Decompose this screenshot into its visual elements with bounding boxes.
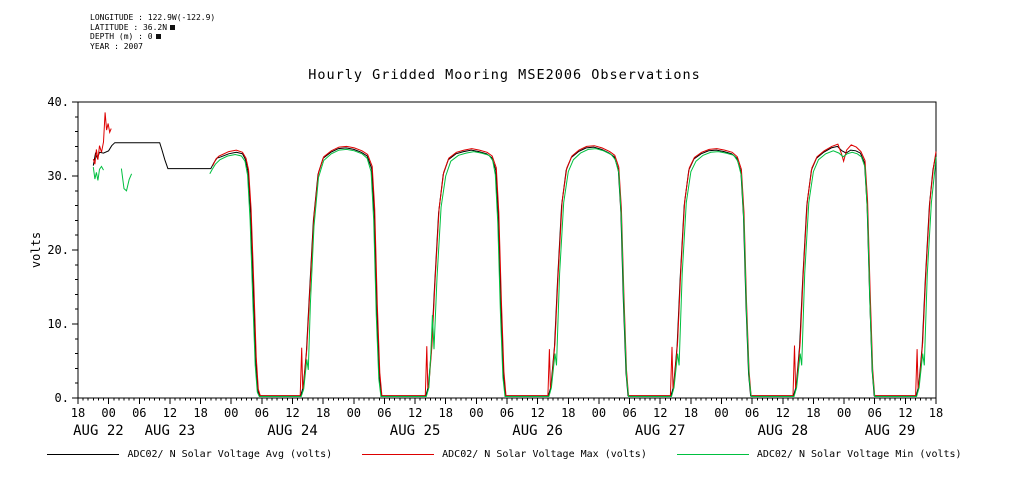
x-tick-label: 18 — [806, 406, 820, 420]
x-tick-label: 12 — [408, 406, 422, 420]
x-tick-label: 00 — [592, 406, 606, 420]
x-tick-label: 06 — [132, 406, 146, 420]
meta-marker-icon — [170, 24, 176, 30]
avg-line-swatch-icon — [47, 454, 120, 455]
y-tick-label: 10. — [47, 317, 69, 331]
x-tick-label: 18 — [316, 406, 330, 420]
y-tick-label: 30. — [47, 169, 69, 183]
x-tick-label: 00 — [837, 406, 851, 420]
min-line-swatch-icon — [676, 454, 749, 455]
x-tick-label: 12 — [163, 406, 177, 420]
legend-entry-avg: ADC02/ N Solar Voltage Avg (volts) — [47, 449, 332, 460]
series-line-avg — [92, 142, 937, 397]
date-label: AUG 29 — [865, 423, 916, 439]
legend-label-avg: ADC02/ N Solar Voltage Avg (volts) — [127, 449, 333, 460]
x-tick-label: 06 — [377, 406, 391, 420]
x-tick-label: 00 — [469, 406, 483, 420]
date-label: AUG 22 — [73, 423, 124, 439]
date-label: AUG 28 — [758, 423, 809, 439]
x-tick-label: 18 — [438, 406, 452, 420]
x-tick-label: 18 — [71, 406, 85, 420]
x-tick-label: 18 — [561, 406, 575, 420]
y-tick-label: 20. — [47, 243, 69, 257]
x-tick-labels: 18 00 06 12 18 00 06 12 18 00 06 12 18 00 06 12 18 00 06 12… — [71, 406, 943, 420]
meta-latitude-text: LATITUDE : 36.2N — [90, 22, 168, 32]
x-tick-label: 06 — [255, 406, 269, 420]
x-tick-label: 06 — [867, 406, 881, 420]
y-tick-label: 40. — [47, 95, 69, 109]
axis-ticks — [72, 101, 937, 404]
meta-depth-text: DEPTH (m) : 0 — [90, 32, 153, 41]
metadata-block: LONGITUDE : 122.9W(-122.9) LATITUDE : 36… — [90, 13, 215, 51]
legend-label-min: ADC02/ N Solar Voltage Min (volts) — [756, 449, 962, 460]
series-line-max — [92, 112, 937, 397]
y-tick-labels: 0. 10. 20. 30. 40. — [47, 95, 69, 405]
legend-entry-max: ADC02/ N Solar Voltage Max (volts) — [362, 449, 647, 460]
chart-legend: ADC02/ N Solar Voltage Avg (volts) ADC02… — [0, 449, 1009, 460]
x-tick-label: 12 — [776, 406, 790, 420]
y-axis-label: volts — [29, 232, 43, 268]
x-tick-label: 12 — [653, 406, 667, 420]
meta-year: YEAR : 2007 — [90, 42, 215, 52]
x-tick-label: 00 — [347, 406, 361, 420]
plot-frame — [77, 101, 937, 399]
meta-depth: DEPTH (m) : 0 — [90, 32, 215, 42]
x-tick-label: 12 — [898, 406, 912, 420]
date-label: AUG 27 — [635, 423, 686, 439]
date-labels: AUG 22 AUG 23 AUG 24 AUG 25 AUG 26 AUG 27 AUG … — [73, 423, 915, 439]
chart-area: volts 18 00 06 12 18 00 06 12 18 00 06 12 18 00 06 12 18… — [0, 88, 1009, 444]
chart-svg: volts 18 00 06 12 18 00 06 12 18 00 06 12 18 00 06 12 18… — [29, 95, 943, 439]
meta-longitude-text: LONGITUDE : 122.9W(-122.9) — [90, 13, 216, 22]
date-label: AUG 24 — [267, 423, 318, 439]
x-tick-label: 18 — [929, 406, 943, 420]
x-tick-label: 06 — [622, 406, 636, 420]
x-tick-label: 12 — [530, 406, 544, 420]
meta-marker-icon — [155, 34, 161, 39]
y-tick-label: 0. — [55, 391, 69, 405]
meta-latitude: LATITUDE : 36.2N — [90, 23, 215, 33]
series-line-min — [92, 148, 937, 397]
x-tick-label: 06 — [745, 406, 759, 420]
legend-label-max: ADC02/ N Solar Voltage Max (volts) — [442, 449, 647, 460]
x-tick-label: 18 — [193, 406, 207, 420]
meta-longitude: LONGITUDE : 122.9W(-122.9) — [90, 13, 215, 23]
x-tick-label: 00 — [224, 406, 238, 420]
legend-entry-min: ADC02/ N Solar Voltage Min (volts) — [676, 449, 962, 460]
x-tick-label: 12 — [285, 406, 299, 420]
date-label: AUG 23 — [145, 423, 196, 439]
date-label: AUG 26 — [512, 423, 563, 439]
max-line-swatch-icon — [362, 454, 435, 455]
meta-year-text: YEAR : 2007 — [90, 41, 143, 51]
x-tick-label: 18 — [684, 406, 698, 420]
chart-title: Hourly Gridded Mooring MSE2006 Observati… — [308, 67, 701, 83]
date-label: AUG 25 — [390, 423, 441, 439]
x-tick-label: 00 — [714, 406, 728, 420]
x-tick-label: 00 — [101, 406, 115, 420]
x-tick-label: 06 — [500, 406, 514, 420]
